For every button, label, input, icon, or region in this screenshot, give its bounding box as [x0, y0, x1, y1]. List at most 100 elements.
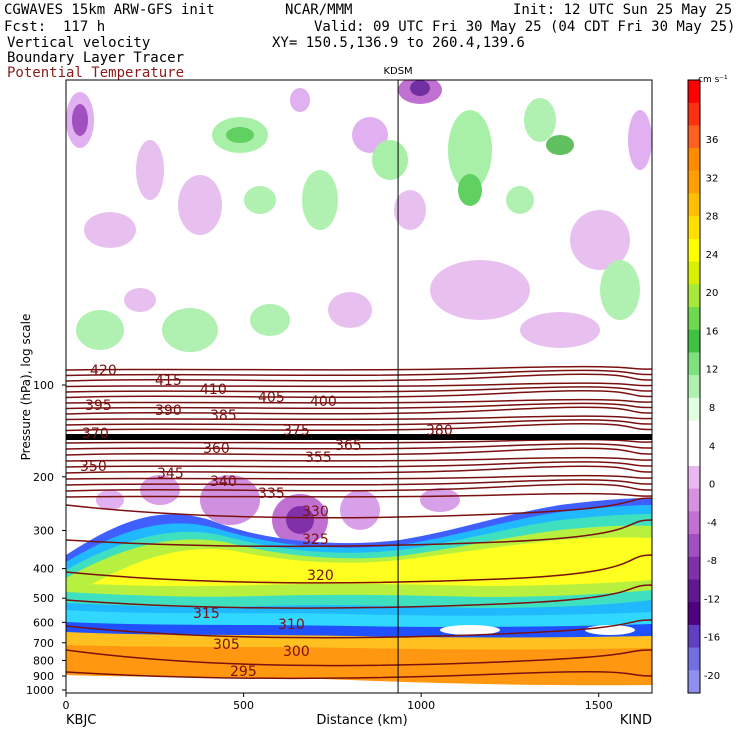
vertical-velocity-cell — [600, 260, 640, 320]
colorbar-swatch — [688, 329, 700, 353]
y-tick-label: 500 — [33, 592, 54, 605]
vertical-velocity-cell — [448, 110, 492, 190]
theta-contour — [66, 419, 652, 426]
y-tick-label: 100 — [33, 379, 54, 392]
theta-label-350: 350 — [80, 459, 107, 475]
colorbar-label: 0 — [709, 480, 715, 491]
colorbar-swatch — [688, 647, 700, 671]
vertical-velocity-cell — [250, 304, 290, 336]
theta-label-295: 295 — [230, 664, 257, 680]
vertical-velocity-cell — [430, 260, 530, 320]
theta-contour — [66, 386, 652, 393]
colorbar-swatch — [688, 238, 700, 263]
colorbar-label: 36 — [706, 135, 719, 146]
theta-contour — [66, 479, 652, 486]
plot-area: 420 415 410 405 400 395 390 385 380 375 … — [66, 80, 652, 693]
theta-label-340: 340 — [210, 474, 237, 490]
colorbar-swatch — [688, 216, 700, 240]
theta-contour — [66, 422, 652, 432]
vertical-velocity-cell — [628, 110, 652, 170]
colorbar-swatch — [688, 420, 700, 444]
theta-contour — [66, 443, 652, 450]
theta-contour — [66, 398, 652, 404]
vertical-velocity-cell — [546, 135, 574, 155]
theta-label-380: 380 — [426, 423, 453, 439]
theta-contour — [66, 492, 652, 498]
colorbar-swatch — [688, 352, 700, 376]
y-tick-label: 600 — [33, 616, 54, 629]
theta-label-300: 300 — [283, 644, 310, 660]
theta-contour — [66, 649, 652, 667]
vertical-velocity-cell — [124, 288, 156, 312]
vertical-velocity-cell — [352, 117, 388, 153]
vertical-velocity-cell — [178, 175, 222, 235]
theta-contour — [66, 474, 652, 480]
theta-label-385: 385 — [210, 408, 237, 424]
theta-contour — [66, 497, 652, 519]
theta-contour — [66, 483, 652, 492]
vertical-velocity-cell — [410, 80, 430, 96]
vertical-velocity-cell — [136, 140, 164, 200]
vertical-velocity-cell — [72, 104, 88, 136]
colorbar-swatch — [688, 465, 700, 490]
colorbar — [687, 79, 701, 694]
theta-contour — [66, 584, 652, 609]
colorbar-swatch — [688, 624, 700, 649]
theta-label-330: 330 — [302, 504, 329, 520]
vertical-velocity-cell — [286, 506, 314, 534]
theta-label-375: 375 — [283, 423, 310, 439]
vertical-velocity-cell — [570, 210, 630, 270]
colorbar-label: 28 — [706, 212, 719, 223]
colorbar-label: -16 — [704, 633, 720, 644]
vertical-velocity-cell — [458, 174, 482, 206]
theta-contour — [66, 465, 652, 474]
theta-contour — [66, 438, 652, 444]
colorbar-label: -12 — [704, 594, 720, 605]
y-tick-label: 800 — [33, 654, 54, 667]
colorbar-swatch — [688, 307, 700, 331]
theta-label-420: 420 — [90, 363, 117, 379]
header-line3-left: Vertical velocity — [7, 35, 151, 51]
colorbar-label: 8 — [709, 403, 715, 414]
colorbar-label: -4 — [707, 518, 717, 529]
colorbar-swatch — [688, 488, 700, 512]
header-line3-right: XY= 150.5,136.9 to 260.4,139.6 — [272, 35, 525, 51]
vertical-velocity-cell — [244, 186, 276, 214]
theta-contour — [66, 382, 652, 388]
header-line1-left: CGWAVES 15km ARW-GFS init — [4, 2, 215, 18]
header-line1-mid: NCAR/MMM — [285, 2, 353, 18]
theta-contour — [66, 369, 652, 377]
x-tick-label: 500 — [233, 699, 254, 712]
kdsm-label: KDSM — [383, 66, 412, 77]
theta-label-310: 310 — [278, 617, 305, 633]
colorbar-swatch — [688, 148, 700, 172]
vertical-velocity-cell — [328, 292, 372, 328]
vertical-velocity-cell — [96, 490, 124, 510]
x-tick-label: 1500 — [585, 699, 613, 712]
colorbar-unit: cm s⁻¹ — [698, 75, 728, 85]
colorbar-swatch — [688, 556, 700, 580]
theta-contour — [66, 447, 652, 456]
colorbar-labels: 36 32 28 24 20 16 12 8 4 0 -4 -8 -12 -16 -20 — [704, 135, 720, 682]
vertical-velocity-cell — [524, 98, 556, 142]
theta-label-405: 405 — [258, 390, 285, 406]
colorbar-swatch — [688, 125, 700, 149]
colorbar-swatch — [688, 443, 700, 467]
theta-contour — [66, 519, 652, 548]
colorbar-swatch — [688, 397, 700, 422]
theta-contour — [66, 554, 652, 584]
header-line2-right: Valid: 09 UTC Fri 30 May 25 (04 CDT Fri … — [314, 19, 736, 35]
colorbar-label: 32 — [706, 173, 719, 184]
colorbar-frame — [687, 79, 701, 694]
vertical-velocity-cell — [520, 312, 600, 348]
theta-contour — [66, 671, 652, 680]
vertical-velocity-cell — [200, 475, 260, 525]
header-line4-left: Boundary Layer Tracer — [7, 50, 185, 66]
colorbar-label: 16 — [706, 326, 719, 337]
y-axis-label: Pressure (hPa), log scale — [19, 314, 33, 461]
header-line2-left: Fcst: 117 h — [4, 19, 106, 35]
theta-contour — [66, 389, 652, 399]
theta-label-410: 410 — [200, 382, 227, 398]
theta-label-365: 365 — [335, 438, 362, 454]
